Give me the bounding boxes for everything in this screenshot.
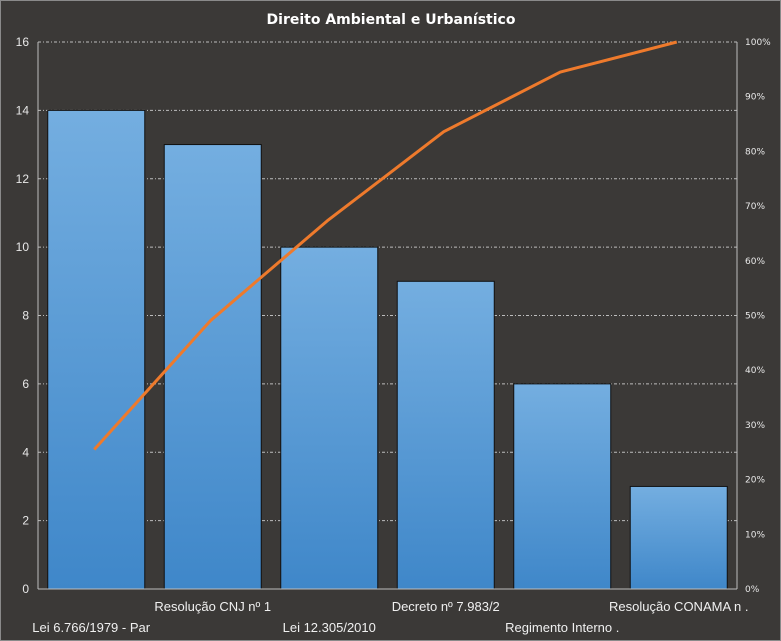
chart-title: Direito Ambiental e Urbanístico (267, 12, 516, 28)
bar-3 (396, 280, 495, 590)
x-tick-label: Lei 6.766/1979 - Par (32, 620, 150, 635)
y-tick-label: 8 (22, 309, 29, 323)
cumulative-line (93, 40, 678, 451)
y-tick-label: 4 (22, 445, 29, 459)
y2-tick-label: 90% (745, 93, 765, 103)
y2-tick-label: 60% (745, 257, 765, 267)
x-tick-label: Resolução CONAMA n . (609, 599, 748, 614)
bar-0 (47, 109, 146, 590)
y2-tick-label: 0% (745, 585, 760, 595)
y2-tick-label: 20% (745, 476, 765, 486)
y2-tick-label: 100% (745, 38, 771, 48)
x-tick-label: Decreto nº 7.983/2 (392, 599, 500, 614)
bar-2 (280, 246, 379, 590)
bar-1 (163, 144, 262, 590)
y-tick-label: 16 (16, 35, 30, 49)
y-tick-label: 2 (22, 514, 29, 528)
y2-tick-label: 30% (745, 421, 765, 431)
bar-4 (513, 383, 612, 590)
bar-5 (629, 485, 728, 590)
x-tick-label: Regimento Interno . (505, 620, 619, 635)
y2-tick-label: 50% (745, 312, 765, 322)
y-tick-label: 12 (16, 172, 30, 186)
x-tick-label: Resolução CNJ nº 1 (154, 599, 271, 614)
y-tick-label: 6 (22, 377, 29, 391)
y-tick-label: 0 (22, 582, 29, 596)
y2-tick-label: 40% (745, 366, 765, 376)
y-tick-label: 14 (16, 103, 30, 117)
x-tick-label: Lei 12.305/2010 (283, 620, 376, 635)
y-tick-label: 10 (16, 240, 30, 254)
y2-tick-label: 80% (745, 147, 765, 157)
y2-tick-label: 70% (745, 202, 765, 212)
y2-tick-label: 10% (745, 530, 765, 540)
